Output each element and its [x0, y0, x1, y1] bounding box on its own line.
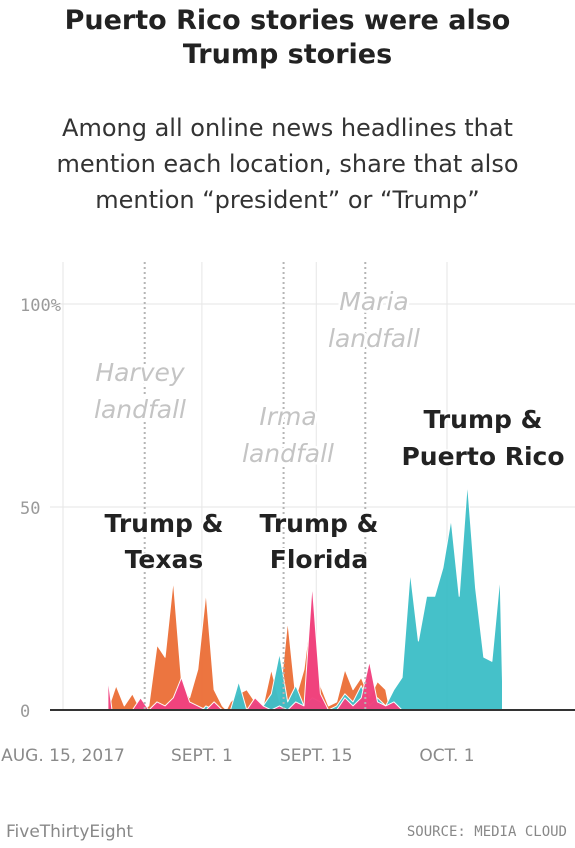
event-label: Maria — [339, 287, 408, 316]
event-label: landfall — [328, 324, 420, 353]
series-area-0 — [107, 579, 227, 711]
x-tick-label: OCT. 1 — [419, 746, 474, 766]
x-axis: AUG. 15, 2017 SEPT. 1 SEPT. 15 OCT. 1 — [1, 746, 474, 766]
brand-logo-text: FiveThirtyEight — [6, 822, 134, 842]
event-label: Harvey — [95, 358, 186, 387]
series-label: Trump & — [424, 405, 543, 434]
series-label: Texas — [125, 545, 204, 574]
chart-title: Puerto Rico stories were also Trump stor… — [64, 5, 511, 70]
event-annotations: Harvey landfall Irma landfall Maria landfall — [92, 262, 423, 710]
series-label: Trump & — [105, 509, 224, 538]
y-axis: 0 50 100% — [20, 296, 61, 722]
y-tick-label: 0 — [20, 702, 30, 722]
x-tick-label: SEPT. 15 — [280, 746, 353, 766]
x-tick-label: SEPT. 1 — [171, 746, 233, 766]
series-areas — [107, 482, 503, 711]
series-label: Puerto Rico — [401, 442, 564, 471]
series-area-3 — [107, 583, 403, 711]
series-labels: Trump & Texas Trump & Florida Trump & Puerto … — [103, 403, 567, 576]
series-label: Florida — [270, 545, 369, 574]
event-label: landfall — [94, 395, 186, 424]
y-tick-label: 50 — [20, 499, 40, 519]
source-note: SOURCE: MEDIA CLOUD — [406, 824, 567, 840]
chart-subtitle: Among all online news headlines that men… — [56, 114, 519, 214]
x-tick-label: AUG. 15, 2017 — [1, 746, 125, 766]
y-tick-label: 100% — [20, 296, 61, 316]
series-label: Trump & — [260, 509, 379, 538]
event-label: Irma — [259, 402, 316, 431]
event-label: landfall — [242, 439, 334, 468]
